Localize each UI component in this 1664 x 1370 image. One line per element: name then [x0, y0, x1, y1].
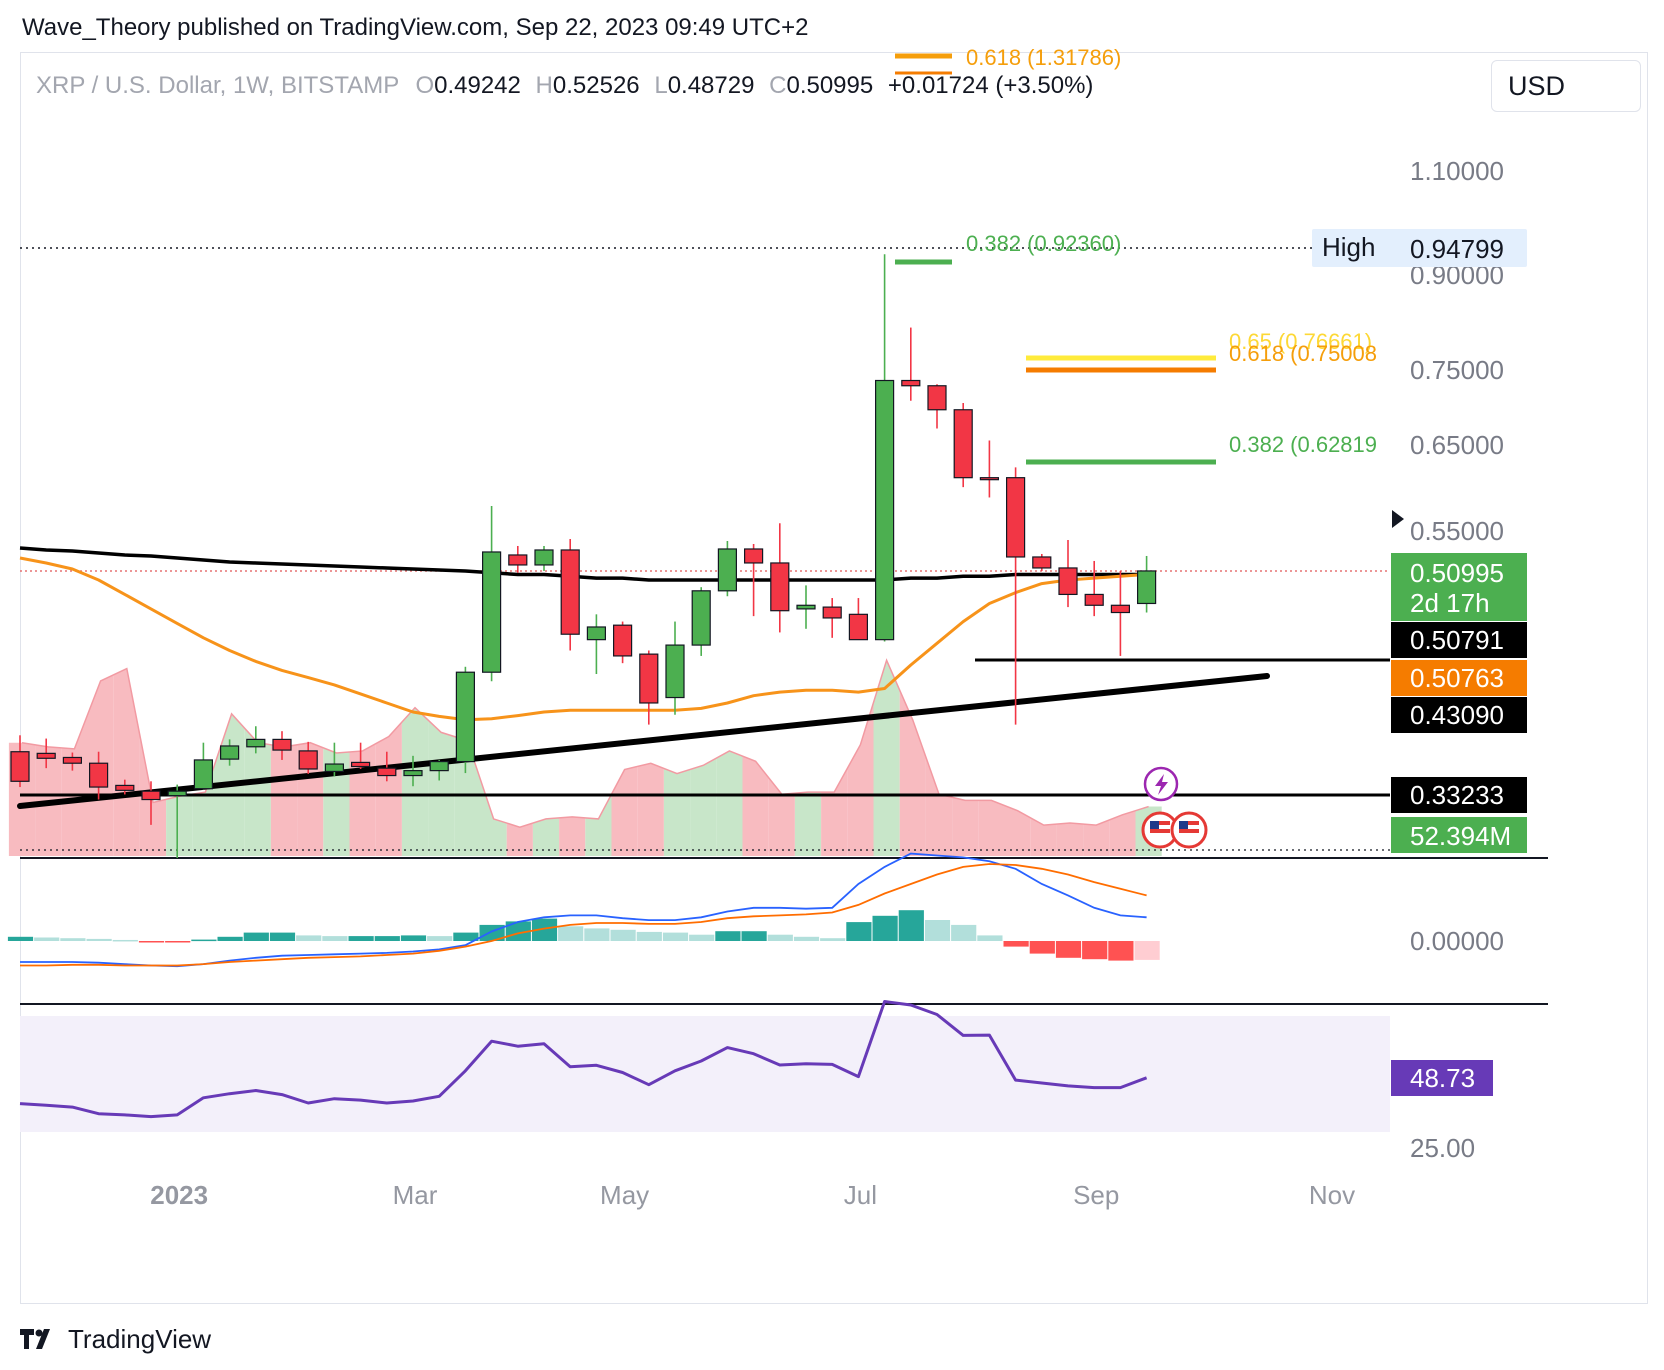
publisher-header: Wave_Theory published on TradingView.com…: [22, 14, 809, 41]
low-label: L: [654, 72, 668, 99]
tradingview-logo-icon: [20, 1329, 50, 1349]
high-value: 0.52526: [552, 72, 640, 99]
chart-frame: [20, 52, 1648, 1304]
close-label: C: [769, 72, 787, 99]
low-value: 0.48729: [667, 72, 755, 99]
symbol-legend: XRP / U.S. Dollar, 1W, BITSTAMP O0.49242…: [36, 72, 1093, 100]
open-value: 0.49242: [434, 72, 521, 99]
tradingview-brand[interactable]: TradingView: [20, 1324, 211, 1354]
high-label: H: [535, 72, 553, 99]
currency-button[interactable]: USD: [1491, 60, 1641, 112]
close-value: 0.50995: [786, 72, 874, 99]
brand-name: TradingView: [68, 1323, 212, 1354]
symbol-name: XRP / U.S. Dollar, 1W, BITSTAMP: [36, 72, 399, 99]
open-label: O: [415, 72, 435, 99]
change-value: +0.01724 (+3.50%): [887, 72, 1094, 99]
